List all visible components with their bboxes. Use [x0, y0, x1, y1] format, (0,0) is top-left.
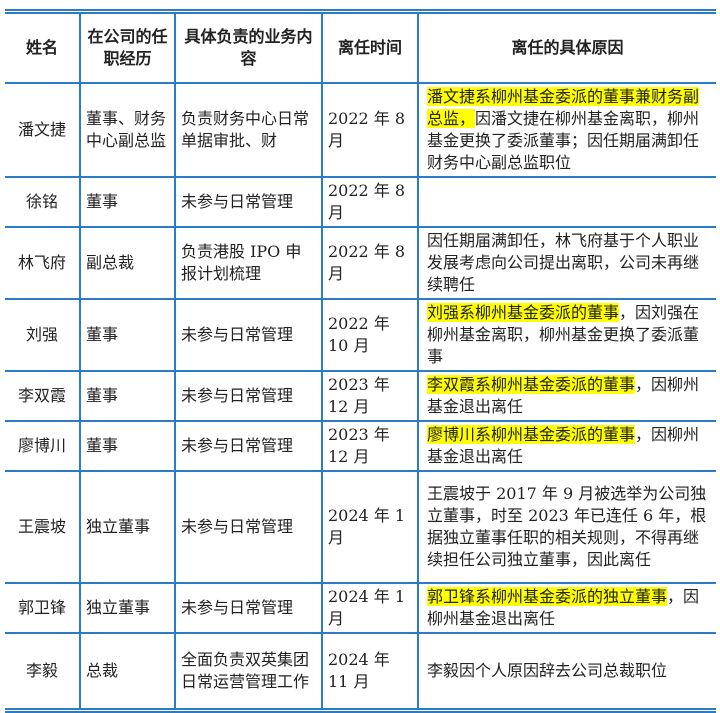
- cell-date: 2022 年 8 月: [321, 82, 419, 178]
- cell-role: 董事: [79, 370, 176, 422]
- table-row: 林飞府 副总裁 负责港股 IPO 申报计划梳理 2022 年 8 月因任期届满卸任，林…: [5, 226, 716, 300]
- cell-name: 廖博川: [5, 420, 81, 472]
- reason-text: ，因柳州基金退出离任: [427, 375, 700, 416]
- cell-reason: 廖博川系柳州基金委派的董事，因柳州基金退出离任: [417, 420, 716, 472]
- header-duty: 具体负责的业务内容: [174, 14, 323, 84]
- cell-duty: 负责港股 IPO 申报计划梳理: [174, 226, 323, 300]
- cell-reason: 李毅因个人原因辞去公司总裁职位: [417, 632, 716, 708]
- cell-reason: 刘强系柳州基金委派的董事，因刘强在柳州基金离职，柳州基金更换了委派董事: [417, 298, 716, 372]
- cell-date: 2023 年 12 月: [321, 370, 419, 422]
- cell-date: 2024 年 1 月: [321, 470, 419, 584]
- cell-role: 总裁: [79, 632, 176, 708]
- cell-role: 董事: [79, 176, 176, 228]
- cell-duty: 未参与日常管理: [174, 582, 323, 634]
- cell-role: 副总裁: [79, 226, 176, 300]
- reason-text: 因任期届满卸任，林飞府基于个人职业发展考虑向公司提出离职，公司未再继续聘任: [427, 231, 700, 294]
- cell-date: 2022 年 10 月: [321, 298, 419, 372]
- cell-name: 徐铭: [5, 176, 81, 228]
- cell-name: 王震坡: [5, 470, 81, 584]
- cell-reason: 李双霞系柳州基金委派的董事，因柳州基金退出离任: [417, 370, 716, 422]
- cell-duty: 未参与日常管理: [174, 370, 323, 422]
- highlighted-reason: 李双霞系柳州基金委派的董事: [427, 375, 636, 394]
- reason-text: ，因柳州基金退出离任: [427, 587, 700, 628]
- table-row: 郭卫锋 独立董事 未参与日常管理 2024 年 1 月郭卫锋系柳州基金委派的独立董事，…: [5, 582, 716, 634]
- highlighted-reason: 刘强系柳州基金委派的董事: [427, 303, 620, 322]
- top-double-rule: [5, 9, 716, 14]
- cell-role: 独立董事: [79, 470, 176, 584]
- reason-text: ，因柳州基金退出离任: [427, 425, 700, 466]
- cell-role: 独立董事: [79, 582, 176, 634]
- header-date: 离任时间: [321, 14, 419, 84]
- header-name: 姓名: [5, 14, 81, 84]
- table-row: 刘强 董事 未参与日常管理 2022 年 10 月刘强系柳州基金委派的董事，因刘强在柳…: [5, 298, 716, 372]
- cell-date: 2022 年 8 月: [321, 176, 419, 228]
- cell-date: 2023 年 12 月: [321, 420, 419, 472]
- cell-role: 董事、财务中心副总监: [79, 82, 176, 178]
- header-reason: 离任的具体原因: [417, 14, 716, 84]
- highlighted-reason: 廖博川系柳州基金委派的董事: [427, 425, 636, 444]
- reason-text: ，因刘强在柳州基金离职，柳州基金更换了委派董事: [427, 303, 700, 366]
- cell-date: 2022 年 8 月: [321, 226, 419, 300]
- reason-text: 因潘文捷在柳州基金离职，柳州基金更换了委派董事；因任期届满卸任财务中心副总监职位: [427, 109, 700, 172]
- header-row: 姓名 在公司的任职经历 具体负责的业务内容 离任时间 离任的具体原因: [5, 14, 716, 84]
- table-row: 李毅 总裁 全面负责双英集团日常运营管理工作 2024 年 11 月李毅因个人原因辞去…: [5, 632, 716, 708]
- director-departure-table: 姓名 在公司的任职经历 具体负责的业务内容 离任时间 离任的具体原因 潘文捷 董事…: [5, 14, 716, 708]
- table-row: 潘文捷 董事、财务中心副总监 负责财务中心日常单据审批、财 2022 年 8 月潘文捷…: [5, 82, 716, 178]
- cell-role: 董事: [79, 420, 176, 472]
- cell-name: 刘强: [5, 298, 81, 372]
- reason-text: 李毅因个人原因辞去公司总裁职位: [427, 661, 668, 680]
- cell-name: 李毅: [5, 632, 81, 708]
- table-row: 王震坡 独立董事 未参与日常管理 2024 年 1 月王震坡于 2017 年 9 月被…: [5, 470, 716, 584]
- director-departure-table-container: 姓名 在公司的任职经历 具体负责的业务内容 离任时间 离任的具体原因 潘文捷 董事…: [5, 9, 716, 713]
- cell-date: 2024 年 1 月: [321, 582, 419, 634]
- cell-duty: 未参与日常管理: [174, 176, 323, 228]
- cell-reason: [417, 176, 716, 228]
- cell-duty: 未参与日常管理: [174, 470, 323, 584]
- cell-duty: 负责财务中心日常单据审批、财: [174, 82, 323, 178]
- cell-duty: 未参与日常管理: [174, 298, 323, 372]
- cell-reason: 郭卫锋系柳州基金委派的独立董事，因柳州基金退出离任: [417, 582, 716, 634]
- table-row: 李双霞 董事 未参与日常管理 2023 年 12 月李双霞系柳州基金委派的董事，因柳州…: [5, 370, 716, 422]
- header-role: 在公司的任职经历: [79, 14, 176, 84]
- cell-name: 林飞府: [5, 226, 81, 300]
- cell-name: 潘文捷: [5, 82, 81, 178]
- reason-text: 王震坡于 2017 年 9 月被选举为公司独立董事，时至 2023 年已连任 6…: [427, 484, 707, 569]
- bottom-double-rule: [5, 708, 716, 713]
- cell-duty: 未参与日常管理: [174, 420, 323, 472]
- cell-name: 郭卫锋: [5, 582, 81, 634]
- cell-duty: 全面负责双英集团日常运营管理工作: [174, 632, 323, 708]
- table-row: 徐铭 董事 未参与日常管理 2022 年 8 月: [5, 176, 716, 228]
- cell-reason: 因任期届满卸任，林飞府基于个人职业发展考虑向公司提出离职，公司未再继续聘任: [417, 226, 716, 300]
- cell-name: 李双霞: [5, 370, 81, 422]
- cell-role: 董事: [79, 298, 176, 372]
- cell-reason: 潘文捷系柳州基金委派的董事兼财务副总监，因潘文捷在柳州基金离职，柳州基金更换了委…: [417, 82, 716, 178]
- cell-date: 2024 年 11 月: [321, 632, 419, 708]
- cell-reason: 王震坡于 2017 年 9 月被选举为公司独立董事，时至 2023 年已连任 6…: [417, 470, 716, 584]
- highlighted-reason: 郭卫锋系柳州基金委派的独立董事: [427, 587, 668, 606]
- table-row: 廖博川 董事 未参与日常管理 2023 年 12 月廖博川系柳州基金委派的董事，因柳州…: [5, 420, 716, 472]
